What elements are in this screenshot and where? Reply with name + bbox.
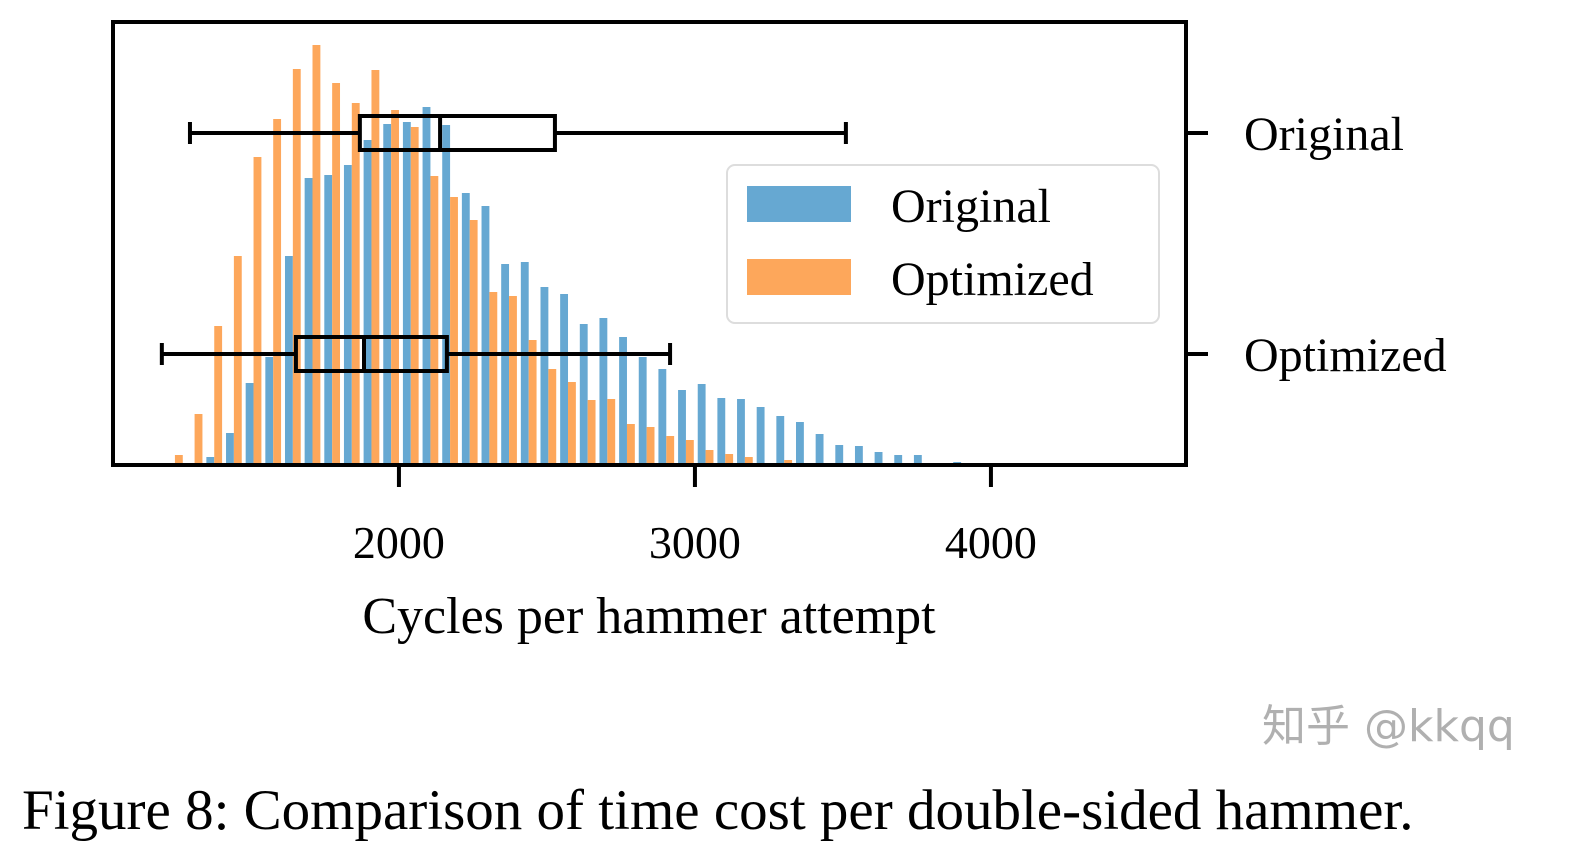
bar-original-21 (579, 324, 588, 465)
bar-original-33 (815, 434, 824, 465)
bar-original-23 (619, 337, 627, 465)
bar-original-5 (265, 357, 274, 465)
bar-optimized-15 (469, 220, 478, 465)
bar-original-15 (461, 193, 470, 465)
bar-optimized-6 (292, 69, 301, 465)
bar-original-16 (481, 206, 490, 465)
figure-caption: Figure 8: Comparison of time cost per do… (22, 779, 1414, 842)
bar-optimized-22 (607, 399, 616, 465)
bar-optimized-17 (509, 296, 517, 465)
bar-optimized-3 (233, 256, 242, 465)
bar-optimized-0 (174, 455, 183, 465)
bar-original-14 (442, 125, 451, 465)
bar-original-27 (697, 384, 706, 465)
bar-optimized-11 (391, 110, 399, 465)
bar-optimized-14 (450, 197, 458, 465)
bar-optimized-1 (194, 414, 203, 465)
bar-original-12 (402, 122, 411, 465)
bar-optimized-24 (646, 427, 655, 465)
bar-optimized-18 (528, 340, 537, 465)
bar-optimized-12 (410, 127, 419, 465)
bar-original-17 (501, 264, 510, 465)
bar-original-20 (560, 294, 569, 465)
legend-swatch-original (747, 186, 851, 222)
bar-original-22 (599, 318, 608, 465)
bar-original-11 (383, 124, 392, 465)
bar-original-31 (776, 416, 785, 465)
bar-optimized-5 (273, 119, 282, 465)
bar-original-3 (226, 433, 234, 465)
bar-optimized-8 (332, 83, 341, 465)
bar-original-35 (854, 446, 863, 465)
bar-optimized-9 (351, 103, 360, 465)
bar-original-29 (737, 399, 745, 465)
bar-optimized-26 (685, 440, 694, 465)
bar-optimized-23 (626, 424, 635, 465)
bar-original-36 (874, 452, 883, 465)
bar-optimized-27 (705, 450, 714, 465)
x-tick-label: 2000 (353, 517, 445, 568)
box-plots (159, 114, 848, 373)
box-original (357, 114, 557, 152)
bar-original-9 (343, 165, 352, 465)
bar-optimized-20 (568, 382, 576, 465)
bar-optimized-29 (744, 457, 753, 465)
bar-optimized-2 (214, 326, 223, 465)
legend: Original Optimized (726, 164, 1160, 324)
bar-original-26 (678, 390, 686, 465)
bar-original-2 (206, 457, 215, 465)
bar-original-38 (913, 455, 922, 465)
bar-original-28 (717, 398, 726, 465)
bar-optimized-10 (371, 70, 380, 465)
legend-swatch-optimized (747, 259, 851, 295)
bar-original-19 (540, 287, 549, 465)
bar-original-34 (835, 445, 844, 465)
bar-optimized-16 (489, 292, 498, 465)
right-axis-ticks: Original Optimized (1186, 108, 1447, 382)
histogram-bars (174, 45, 981, 465)
bar-original-7 (304, 178, 313, 465)
bar-optimized-31 (784, 460, 793, 465)
legend-label-original: Original (891, 180, 1051, 233)
bar-optimized-21 (587, 400, 596, 465)
bar-original-25 (658, 369, 667, 465)
x-tick-label: 3000 (649, 517, 741, 568)
box-optimized (293, 335, 449, 373)
bar-optimized-7 (312, 45, 321, 465)
x-axis-label: Cycles per hammer attempt (362, 588, 936, 645)
bar-original-8 (324, 175, 333, 465)
bar-original-37 (894, 455, 903, 465)
bar-optimized-4 (253, 157, 262, 465)
bar-original-32 (796, 422, 804, 465)
bar-original-24 (638, 357, 647, 465)
bar-original-30 (756, 407, 765, 465)
right-tick-label-original: Original (1244, 108, 1404, 161)
bar-original-18 (520, 262, 529, 465)
x-tick-label: 4000 (945, 517, 1037, 568)
bar-original-4 (245, 383, 254, 465)
right-tick-label-optimized: Optimized (1244, 329, 1447, 382)
plot-frame (111, 20, 1188, 467)
legend-label-optimized: Optimized (891, 253, 1094, 306)
bar-optimized-28 (725, 454, 734, 465)
bar-optimized-19 (548, 369, 557, 465)
bar-optimized-13 (430, 176, 439, 465)
bar-original-6 (284, 256, 293, 465)
watermark: 知乎 @kkqq (1262, 701, 1515, 752)
x-axis-ticks: 2000 3000 4000 (353, 465, 1037, 568)
bar-original-13 (422, 107, 431, 465)
bar-original-10 (363, 140, 372, 465)
bar-optimized-25 (666, 436, 675, 465)
